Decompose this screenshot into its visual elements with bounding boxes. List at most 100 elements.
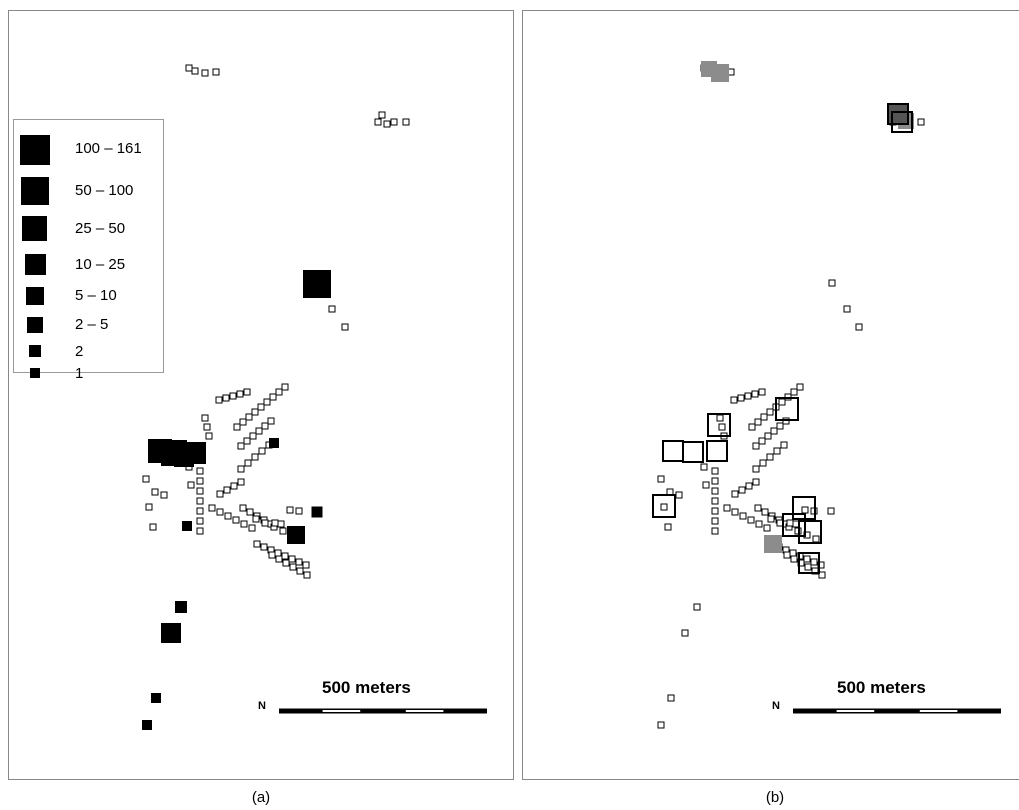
site-point xyxy=(810,558,818,566)
site-point xyxy=(747,516,755,524)
site-point xyxy=(222,394,230,402)
legend-item: 2 xyxy=(14,342,164,372)
legend: 100 – 161 50 – 100 25 – 50 10 – 25 5 – 1… xyxy=(13,119,164,382)
legend-item: 25 – 50 xyxy=(14,214,164,244)
site-point xyxy=(201,69,209,77)
site-point xyxy=(801,506,809,514)
site-point xyxy=(275,555,283,563)
site-point xyxy=(693,603,701,611)
site-point xyxy=(230,482,238,490)
site-marker-outline xyxy=(682,441,704,463)
site-point xyxy=(716,414,724,422)
site-marker-outline xyxy=(775,397,799,421)
site-point xyxy=(245,413,253,421)
site-point xyxy=(267,417,275,425)
site-point xyxy=(770,427,778,435)
site-marker-gray xyxy=(711,64,729,82)
site-point xyxy=(738,486,746,494)
site-point xyxy=(664,523,672,531)
site-point xyxy=(223,486,231,494)
site-marker xyxy=(151,693,161,703)
site-point xyxy=(236,390,244,398)
site-point xyxy=(341,323,349,331)
site-point xyxy=(275,388,283,396)
legend-label: 5 – 10 xyxy=(75,287,117,304)
site-point xyxy=(761,508,769,516)
site-point xyxy=(751,390,759,398)
site-point xyxy=(752,442,760,450)
map-panel-b: 500 meters N xyxy=(522,10,1019,780)
site-point xyxy=(281,552,289,560)
site-point xyxy=(718,423,726,431)
site-point xyxy=(818,571,826,579)
site-marker-outline xyxy=(707,413,731,437)
site-point xyxy=(248,524,256,532)
legend-label: 10 – 25 xyxy=(75,256,126,273)
legend-item: 10 – 25 xyxy=(14,251,164,281)
legend-symbol xyxy=(27,317,43,333)
site-point xyxy=(711,517,719,525)
legend-label: 2 xyxy=(75,343,84,360)
legend-symbol xyxy=(20,135,50,165)
site-point xyxy=(711,467,719,475)
site-point xyxy=(286,506,294,514)
site-point xyxy=(289,563,297,571)
site-point xyxy=(260,543,268,551)
site-point xyxy=(196,467,204,475)
site-point xyxy=(237,442,245,450)
site-point xyxy=(252,515,260,523)
site-point xyxy=(796,383,804,391)
site-point xyxy=(657,721,665,729)
site-point xyxy=(224,512,232,520)
site-point xyxy=(780,441,788,449)
legend-item: 50 – 100 xyxy=(14,176,164,206)
site-point xyxy=(748,423,756,431)
site-point xyxy=(759,459,767,467)
legend-label: 50 – 100 xyxy=(75,182,134,199)
site-point xyxy=(281,383,289,391)
site-point xyxy=(766,408,774,416)
legend-symbol xyxy=(21,177,49,205)
site-point xyxy=(142,475,150,483)
site-marker-outline xyxy=(782,513,806,537)
site-point xyxy=(196,477,204,485)
site-point xyxy=(667,694,675,702)
legend-label: 100 – 161 xyxy=(75,140,142,157)
site-point xyxy=(752,465,760,473)
site-point xyxy=(274,549,282,557)
site-point xyxy=(711,527,719,535)
site-point xyxy=(243,437,251,445)
site-marker xyxy=(311,506,323,518)
site-marker-outline xyxy=(798,520,822,544)
site-point xyxy=(744,392,752,400)
site-point xyxy=(739,512,747,520)
site-point xyxy=(767,515,775,523)
site-point xyxy=(216,508,224,516)
site-point xyxy=(711,477,719,485)
site-marker-outline xyxy=(891,111,913,133)
site-point xyxy=(702,481,710,489)
site-point xyxy=(253,540,261,548)
map-canvas-a xyxy=(142,64,487,730)
site-point xyxy=(268,551,276,559)
site-point xyxy=(760,413,768,421)
scale-bar-label: 500 meters xyxy=(322,678,411,697)
site-marker xyxy=(287,526,305,544)
site-point xyxy=(249,432,257,440)
site-point xyxy=(328,305,336,313)
site-marker xyxy=(303,270,331,298)
legend-label: 25 – 50 xyxy=(75,220,126,237)
site-point xyxy=(917,118,925,126)
site-point xyxy=(233,423,241,431)
legend-symbol xyxy=(25,254,46,275)
site-point xyxy=(773,447,781,455)
site-point xyxy=(255,427,263,435)
site-point xyxy=(402,118,410,126)
site-point xyxy=(681,629,689,637)
site-point xyxy=(295,507,303,515)
site-point xyxy=(185,64,193,72)
site-point xyxy=(700,463,708,471)
site-point xyxy=(239,504,247,512)
site-point xyxy=(196,487,204,495)
site-point xyxy=(261,422,269,430)
